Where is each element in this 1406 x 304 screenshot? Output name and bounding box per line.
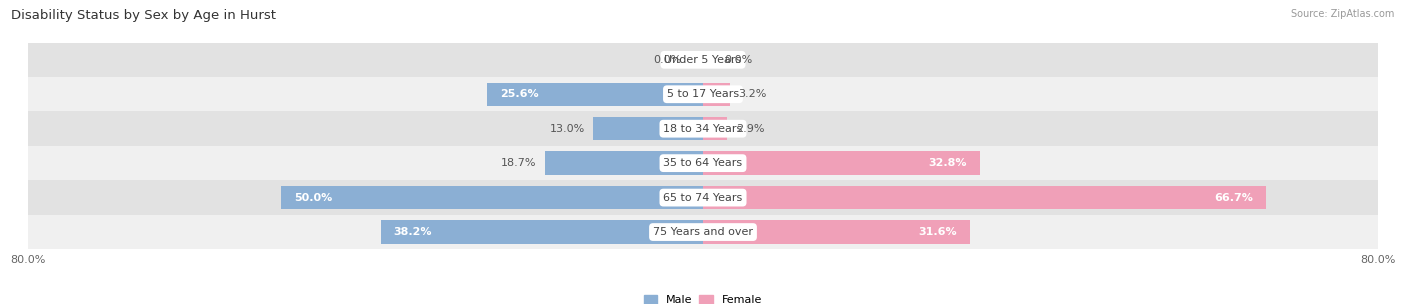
Text: 75 Years and over: 75 Years and over [652, 227, 754, 237]
Text: 18 to 34 Years: 18 to 34 Years [664, 124, 742, 134]
Text: 38.2%: 38.2% [394, 227, 432, 237]
Bar [28, 77, 1378, 112]
Text: 25.6%: 25.6% [499, 89, 538, 99]
Bar [703, 151, 980, 175]
Text: Source: ZipAtlas.com: Source: ZipAtlas.com [1291, 9, 1395, 19]
Bar [703, 117, 727, 140]
Text: 31.6%: 31.6% [918, 227, 957, 237]
Text: 0.0%: 0.0% [724, 55, 752, 65]
Text: 3.2%: 3.2% [738, 89, 766, 99]
Legend: Male, Female: Male, Female [640, 291, 766, 304]
Bar [28, 112, 1378, 146]
Bar [703, 220, 970, 244]
Bar [28, 215, 1378, 249]
Text: 18.7%: 18.7% [502, 158, 537, 168]
Bar [703, 186, 1265, 209]
Bar [28, 43, 1378, 77]
Bar [703, 82, 730, 106]
Text: 65 to 74 Years: 65 to 74 Years [664, 193, 742, 202]
Text: Disability Status by Sex by Age in Hurst: Disability Status by Sex by Age in Hurst [11, 9, 276, 22]
Text: 35 to 64 Years: 35 to 64 Years [664, 158, 742, 168]
Bar [381, 220, 703, 244]
Bar [593, 117, 703, 140]
Text: 32.8%: 32.8% [928, 158, 967, 168]
Text: 2.9%: 2.9% [735, 124, 765, 134]
Bar [546, 151, 703, 175]
Text: 66.7%: 66.7% [1215, 193, 1253, 202]
Bar [281, 186, 703, 209]
Text: 0.0%: 0.0% [654, 55, 682, 65]
Bar [486, 82, 703, 106]
Text: 50.0%: 50.0% [294, 193, 332, 202]
Bar [28, 180, 1378, 215]
Text: 5 to 17 Years: 5 to 17 Years [666, 89, 740, 99]
Text: 13.0%: 13.0% [550, 124, 585, 134]
Bar [28, 146, 1378, 180]
Text: Under 5 Years: Under 5 Years [665, 55, 741, 65]
